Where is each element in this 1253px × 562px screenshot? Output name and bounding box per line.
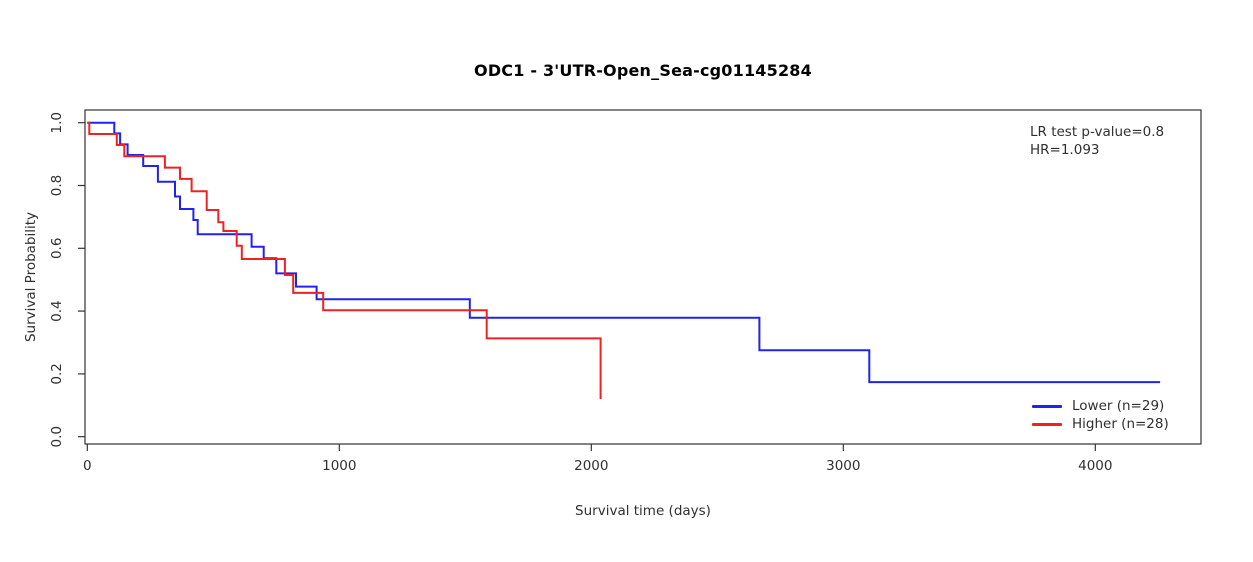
legend-item-higher: Higher (n=28) bbox=[1032, 415, 1169, 433]
y-tick-label: 0.8 bbox=[49, 175, 65, 196]
x-axis-title: Survival time (days) bbox=[575, 503, 711, 519]
y-tick-label: 0.0 bbox=[49, 426, 65, 447]
legend-label-lower: Lower (n=29) bbox=[1072, 398, 1165, 414]
stats-annotation: LR test p-value=0.8 HR=1.093 bbox=[1030, 123, 1164, 159]
lower-line-swatch bbox=[1032, 404, 1062, 408]
y-tick-label: 0.6 bbox=[49, 238, 65, 259]
x-tick-label: 4000 bbox=[1078, 458, 1112, 474]
chart-title: ODC1 - 3'UTR-Open_Sea-cg01145284 bbox=[474, 61, 812, 80]
y-tick-label: 1.0 bbox=[49, 112, 65, 133]
legend-label-higher: Higher (n=28) bbox=[1072, 416, 1169, 432]
legend: Lower (n=29) Higher (n=28) bbox=[1032, 397, 1169, 433]
x-tick-label: 3000 bbox=[826, 458, 860, 474]
survival-curve-higher bbox=[87, 121, 602, 399]
y-tick-label: 0.2 bbox=[49, 363, 65, 384]
survival-curve-lower bbox=[87, 121, 1161, 384]
x-tick-label: 2000 bbox=[574, 458, 608, 474]
y-axis-title: Survival Probability bbox=[23, 211, 39, 343]
higher-line-swatch bbox=[1032, 422, 1062, 426]
y-tick-label: 0.4 bbox=[49, 300, 65, 321]
legend-item-lower: Lower (n=29) bbox=[1032, 397, 1169, 415]
x-tick-label: 0 bbox=[83, 458, 92, 474]
lr-test-pvalue-text: LR test p-value=0.8 bbox=[1030, 124, 1165, 140]
hazard-ratio-text: HR=1.093 bbox=[1030, 142, 1100, 158]
x-tick-label: 1000 bbox=[322, 458, 356, 474]
plot-frame bbox=[84, 109, 1202, 445]
